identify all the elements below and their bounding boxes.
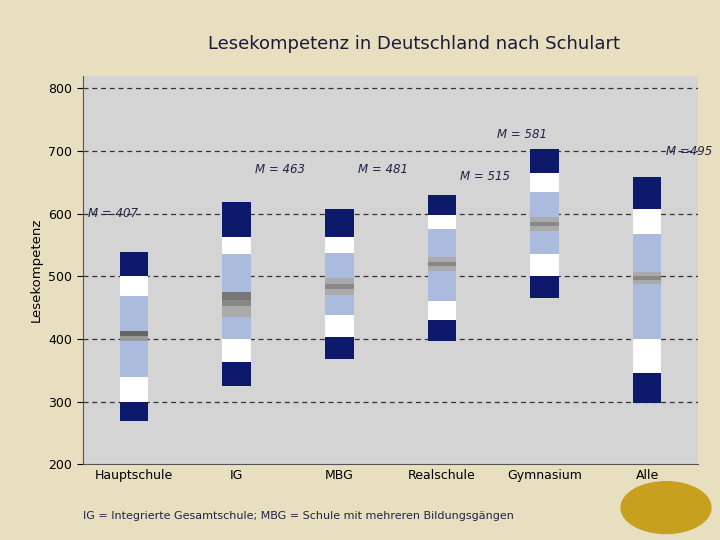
Bar (325, 209, 354, 238)
Bar (428, 320, 456, 341)
Bar (530, 222, 559, 226)
Bar (633, 208, 662, 234)
Bar (530, 173, 559, 192)
Bar (633, 272, 662, 276)
Bar (530, 231, 559, 254)
Bar (428, 230, 456, 258)
Bar (633, 339, 662, 374)
Bar (120, 296, 148, 320)
Bar (428, 215, 456, 230)
Text: M = 581: M = 581 (498, 129, 547, 141)
Bar (530, 149, 559, 173)
Text: M = 515: M = 515 (460, 171, 510, 184)
Text: Lesekompetenz in Deutschland nach Schulart: Lesekompetenz in Deutschland nach Schula… (208, 35, 620, 53)
Bar (222, 237, 251, 254)
Text: M = 463: M = 463 (255, 163, 305, 176)
Bar (222, 306, 251, 317)
Bar (530, 217, 559, 222)
Bar (428, 262, 456, 266)
Y-axis label: Lesekompetenz: Lesekompetenz (30, 218, 42, 322)
Bar (530, 226, 559, 231)
Text: M =495: M =495 (665, 145, 712, 158)
Bar (120, 332, 148, 336)
Bar (633, 177, 662, 208)
Bar (120, 376, 148, 402)
Bar (222, 339, 251, 362)
Bar (428, 195, 456, 215)
Bar (530, 276, 559, 298)
Bar (222, 362, 251, 386)
Bar (120, 352, 148, 376)
Circle shape (621, 482, 711, 534)
Text: M = 407: M = 407 (88, 207, 138, 220)
Bar (120, 336, 148, 341)
Bar (222, 202, 251, 237)
Bar (120, 320, 148, 332)
Bar (428, 266, 456, 271)
Bar (325, 337, 354, 359)
Bar (222, 317, 251, 339)
Bar (222, 292, 251, 300)
Text: IG = Integrierte Gesamtschule; MBG = Schule mit mehreren Bildungsgängen: IG = Integrierte Gesamtschule; MBG = Sch… (83, 511, 513, 521)
Bar (222, 300, 251, 306)
Bar (325, 284, 354, 289)
Bar (530, 254, 559, 276)
Bar (633, 374, 662, 403)
Bar (325, 238, 354, 253)
Bar (633, 276, 662, 280)
Bar (428, 301, 456, 320)
Bar (120, 341, 148, 352)
Bar (222, 254, 251, 292)
Bar (120, 252, 148, 276)
Bar (325, 315, 354, 337)
Bar (325, 295, 354, 315)
Bar (325, 253, 354, 278)
Bar (428, 258, 456, 262)
Bar (633, 285, 662, 339)
Bar (530, 192, 559, 217)
Bar (325, 278, 354, 284)
Bar (428, 271, 456, 301)
Bar (120, 276, 148, 296)
Bar (633, 234, 662, 272)
Bar (325, 289, 354, 295)
Text: M = 481: M = 481 (358, 163, 408, 176)
Bar (120, 402, 148, 421)
Bar (633, 280, 662, 285)
